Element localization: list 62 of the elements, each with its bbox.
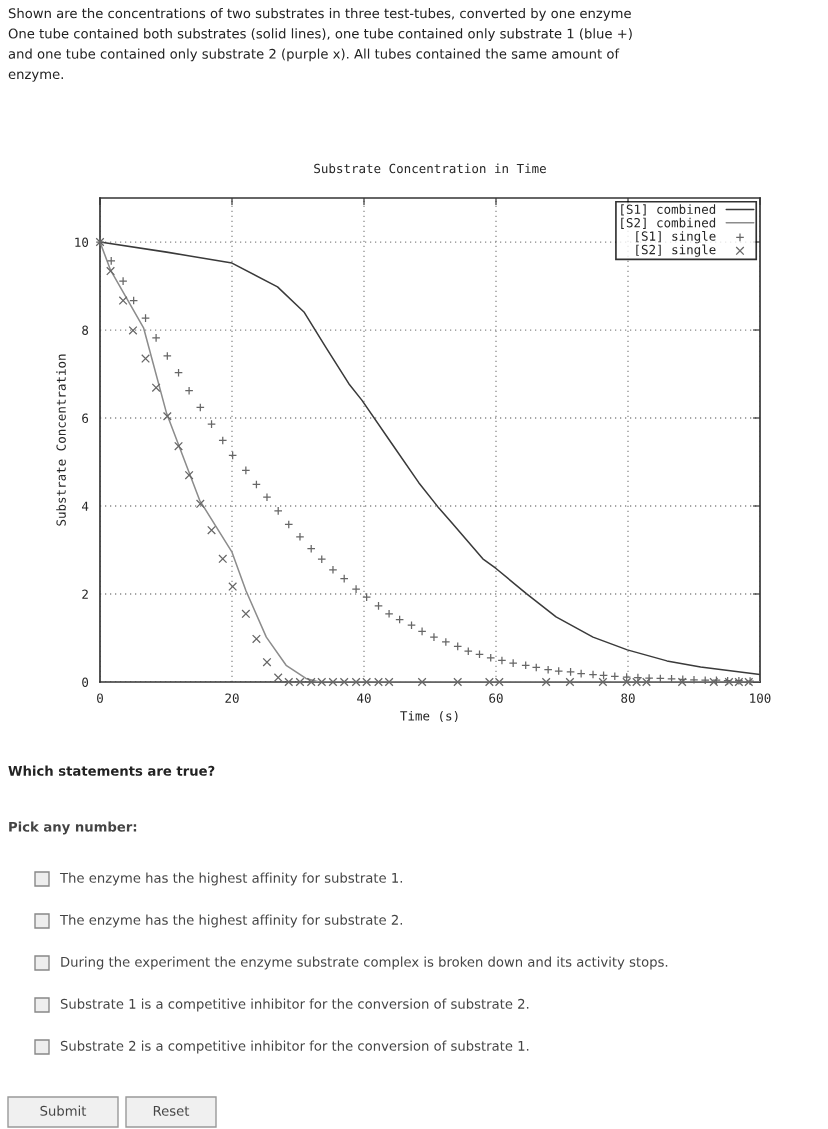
y-tick-label: 0 — [82, 677, 89, 687]
point — [497, 656, 507, 665]
text: Submit — [40, 1105, 87, 1116]
point — [541, 677, 551, 687]
point — [184, 470, 194, 480]
y-axis-title: Substrate Concentration — [56, 354, 66, 526]
point — [207, 525, 216, 535]
point — [417, 677, 427, 687]
point — [295, 677, 305, 687]
x-tick-label: 80 — [621, 693, 635, 703]
text: Which statements are true? — [8, 765, 215, 776]
point — [565, 677, 575, 687]
point — [374, 601, 383, 611]
point — [141, 313, 150, 323]
point — [162, 411, 172, 421]
text: Shown are the concentrations of two substrates in three test-tubes, converted by one enzyme One tube contained both substrates (solid lines), one tube contained only substrate 1 (blue +) and one tube contained only substrate 2 (purple x). All tubes contained the same amount of enzyme. — [8, 8, 632, 82]
text: The enzyme has the highest affinity for substrate 1. — [59, 872, 403, 886]
text: During the experiment the enzyme substrate complex is broken down and its activity stops. — [61, 956, 668, 970]
y-tick-label: 6 — [82, 413, 89, 423]
point — [554, 666, 564, 676]
point — [174, 441, 183, 451]
legend-label: [S2] single — [636, 244, 716, 257]
point — [566, 667, 576, 677]
y-tick-label: 2 — [82, 589, 88, 599]
x-axis-title: Time (s) — [400, 710, 458, 723]
point — [262, 657, 272, 667]
point — [151, 383, 161, 393]
point — [106, 266, 115, 276]
x-tick-label: 100 — [750, 693, 771, 703]
point — [598, 677, 608, 687]
point — [453, 677, 463, 687]
point — [362, 592, 372, 602]
point — [328, 677, 338, 687]
y-tick-label: 10 — [75, 237, 89, 247]
text: The enzyme has the highest affinity for substrate 2. — [59, 914, 403, 928]
text: Pick any number: — [9, 821, 137, 835]
point — [417, 626, 427, 636]
y-tick-label: 8 — [82, 325, 89, 335]
chart-title: Substrate Concentration in Time — [314, 163, 546, 174]
point — [195, 499, 205, 509]
point — [588, 670, 598, 679]
point — [284, 677, 294, 687]
legend-label: [S1] combined — [621, 204, 716, 216]
y-tick-label: 4 — [81, 501, 89, 511]
legend-label: [S2] combined — [621, 217, 716, 229]
point — [228, 582, 238, 591]
x-tick-label: 20 — [225, 693, 239, 703]
text: Substrate 2 is a competitive inhibitor for the conversion of substrate 1. — [60, 1040, 529, 1054]
x-tick-label: 60 — [489, 693, 503, 703]
x-tick-label: 40 — [357, 693, 371, 703]
text: Substrate 1 is a competitive inhibitor for the conversion of substrate 2. — [60, 998, 529, 1012]
text: Reset — [153, 1106, 190, 1116]
point — [141, 354, 150, 364]
x-tick-label: 0 — [97, 693, 103, 703]
point — [218, 554, 228, 564]
point — [118, 296, 128, 305]
point — [339, 677, 349, 687]
point — [162, 351, 172, 361]
point — [128, 326, 138, 335]
point — [251, 634, 261, 644]
legend-label: [S1] single — [636, 231, 716, 244]
point — [241, 609, 251, 619]
